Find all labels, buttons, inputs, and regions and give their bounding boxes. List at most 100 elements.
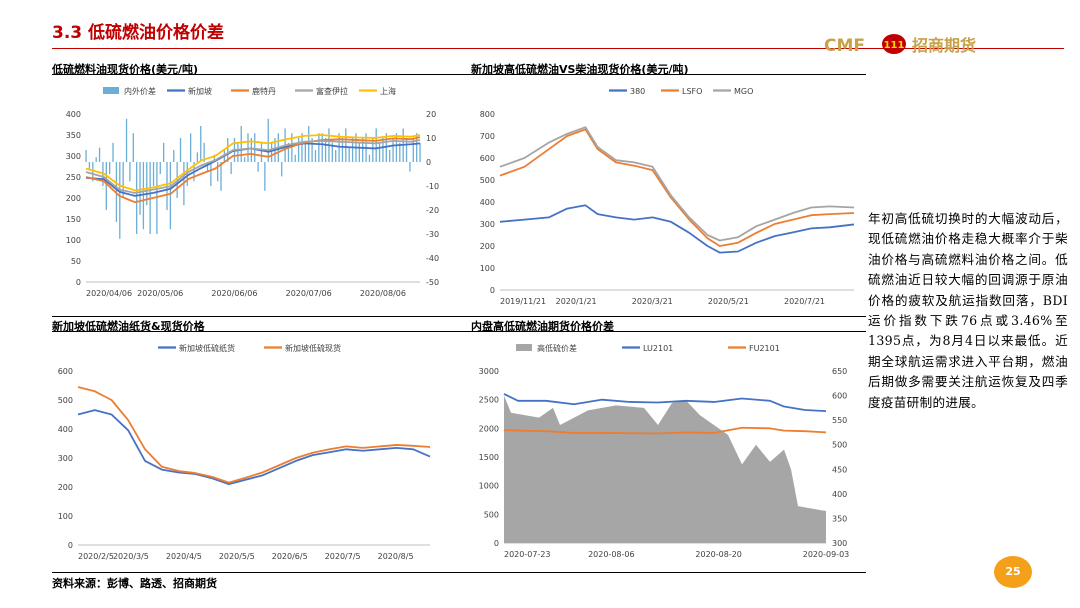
- c1-bar: [260, 142, 263, 162]
- c1-bar: [206, 162, 209, 172]
- c4-y-tick-label: 3000: [479, 367, 499, 376]
- c4-x-tick-label: 2020-08-06: [588, 550, 635, 559]
- chart-singapore-lsfo-paper-vs-spot: 0 100 200 300 400 500 600 2020/2/5 2020/3/5 2020/…: [58, 343, 431, 561]
- c3-y-tick-label: 100: [58, 512, 73, 521]
- c4-y-tick-label: 2500: [479, 396, 499, 405]
- c3-x-tick-label: 2020/5/5: [219, 552, 255, 561]
- c1-bar: [146, 162, 148, 206]
- c1-bar: [129, 162, 131, 182]
- c2-line-series: [499, 128, 855, 247]
- c2-x-tick-label: 2019/11/21: [500, 297, 546, 306]
- c3-line-series: [77, 409, 431, 486]
- c1-bar: [351, 138, 354, 162]
- c2-line-series: [499, 204, 855, 254]
- c4-x-tick-label: 2020-08-20: [695, 550, 742, 559]
- c2-x-tick-label: 2020/3/21: [632, 297, 673, 306]
- c1-bar: [85, 150, 87, 162]
- c1-legend-label: 内外价差: [124, 86, 156, 96]
- c2-y-tick-label: 200: [480, 242, 495, 251]
- c1-y2-tick-label: 20: [426, 110, 436, 119]
- c1-bar: [399, 142, 401, 162]
- c2-line-series: [499, 126, 855, 242]
- c1-bar: [416, 133, 418, 162]
- c1-bar: [281, 162, 283, 177]
- c1-bar: [227, 138, 229, 162]
- c1-bar: [392, 138, 394, 162]
- c1-y-tick-label: 50: [71, 257, 81, 266]
- c1-line-series: [85, 134, 421, 192]
- c1-bar: [304, 142, 306, 162]
- c1-bar: [409, 162, 411, 172]
- c1-bar: [264, 162, 266, 191]
- c1-legend-swatch: [103, 87, 119, 94]
- c1-legend-label: 富查伊拉: [316, 86, 348, 96]
- c2-legend-label: 380: [630, 87, 645, 96]
- c2-x-tick-label: 2020/1/21: [556, 297, 597, 306]
- chart3-title: 新加坡低硫燃油纸货&现货价格: [52, 320, 205, 333]
- c2-y-tick-label: 0: [490, 286, 495, 295]
- c1-bar: [88, 162, 91, 170]
- c3-y-tick-label: 0: [68, 541, 73, 550]
- c2-y-tick-label: 800: [480, 110, 495, 119]
- c1-bar: [159, 162, 161, 174]
- page-number-badge: 25: [994, 556, 1032, 588]
- c1-bar: [338, 133, 340, 162]
- panel-rule-middle: [52, 316, 866, 317]
- c1-y-tick-label: 350: [66, 131, 81, 140]
- c4-y2-tick-label: 650: [832, 367, 847, 376]
- c1-bar: [247, 133, 249, 162]
- c1-bar: [257, 162, 259, 172]
- c1-bar: [210, 162, 212, 186]
- c1-bar: [291, 133, 293, 162]
- c1-y-tick-label: 250: [66, 173, 81, 182]
- c3-line-series: [77, 386, 431, 484]
- c1-y2-tick-label: -10: [426, 182, 439, 191]
- c4-y-tick-label: 500: [484, 510, 499, 519]
- c4-y-tick-label: 0: [494, 539, 499, 548]
- source-note: 资料来源：彭博、路透、招商期货: [52, 577, 217, 590]
- c2-x-tick-label: 2020/7/21: [784, 297, 825, 306]
- commentary-text: 年初高低硫切换时的大幅波动后，现低硫燃油价格走稳大概率介于柴油价格与高硫燃料油价…: [868, 211, 1068, 410]
- c1-bar: [139, 162, 141, 215]
- c1-bar: [345, 128, 347, 162]
- c1-y-tick-label: 400: [66, 110, 81, 119]
- c1-bar: [220, 162, 222, 191]
- c1-y-tick-label: 200: [66, 194, 81, 203]
- c2-y-tick-label: 400: [480, 198, 495, 207]
- c1-bar: [375, 128, 377, 162]
- c1-bar: [109, 162, 111, 174]
- c1-bar: [200, 126, 202, 162]
- c1-bar: [230, 162, 232, 174]
- c3-y-tick-label: 400: [58, 425, 73, 434]
- c1-bar: [98, 147, 101, 162]
- c1-bar: [348, 147, 350, 162]
- c2-y-tick-label: 700: [480, 132, 495, 141]
- c1-x-tick-label: 2020/07/06: [286, 289, 332, 298]
- chart2-title: 新加坡高低硫燃油VS柴油现货价格(美元/吨): [471, 63, 689, 76]
- c1-bar: [335, 150, 337, 162]
- c1-bar: [112, 142, 114, 162]
- c1-bar: [132, 133, 134, 162]
- c1-bar: [321, 133, 323, 162]
- chart1-title: 低硫燃料油现货价格(美元/吨): [52, 63, 199, 76]
- c3-x-tick-label: 2020/3/5: [113, 552, 149, 561]
- c1-bar: [92, 162, 94, 182]
- c1-bar: [311, 138, 313, 162]
- c1-bar: [270, 142, 273, 162]
- logo-cn-text: 招商期货: [912, 36, 976, 55]
- c1-line-series: [85, 139, 421, 194]
- panel-rule-bottom: [52, 572, 866, 573]
- c1-bar: [136, 162, 138, 234]
- c1-bar: [382, 138, 384, 162]
- c1-y2-tick-label: 0: [426, 158, 431, 167]
- c1-bar: [237, 142, 239, 162]
- c4-y-tick-label: 1500: [479, 453, 499, 462]
- c4-legend-label: 高低硫价差: [537, 343, 577, 353]
- c1-bar: [173, 150, 175, 162]
- company-logo: CMF 111 招商期货: [824, 34, 976, 56]
- c1-bar: [162, 142, 165, 162]
- c1-bar: [203, 142, 205, 162]
- c2-x-tick-label: 2020/5/21: [708, 297, 749, 306]
- c1-legend-label: 新加坡: [188, 86, 212, 96]
- c1-bar: [385, 133, 387, 162]
